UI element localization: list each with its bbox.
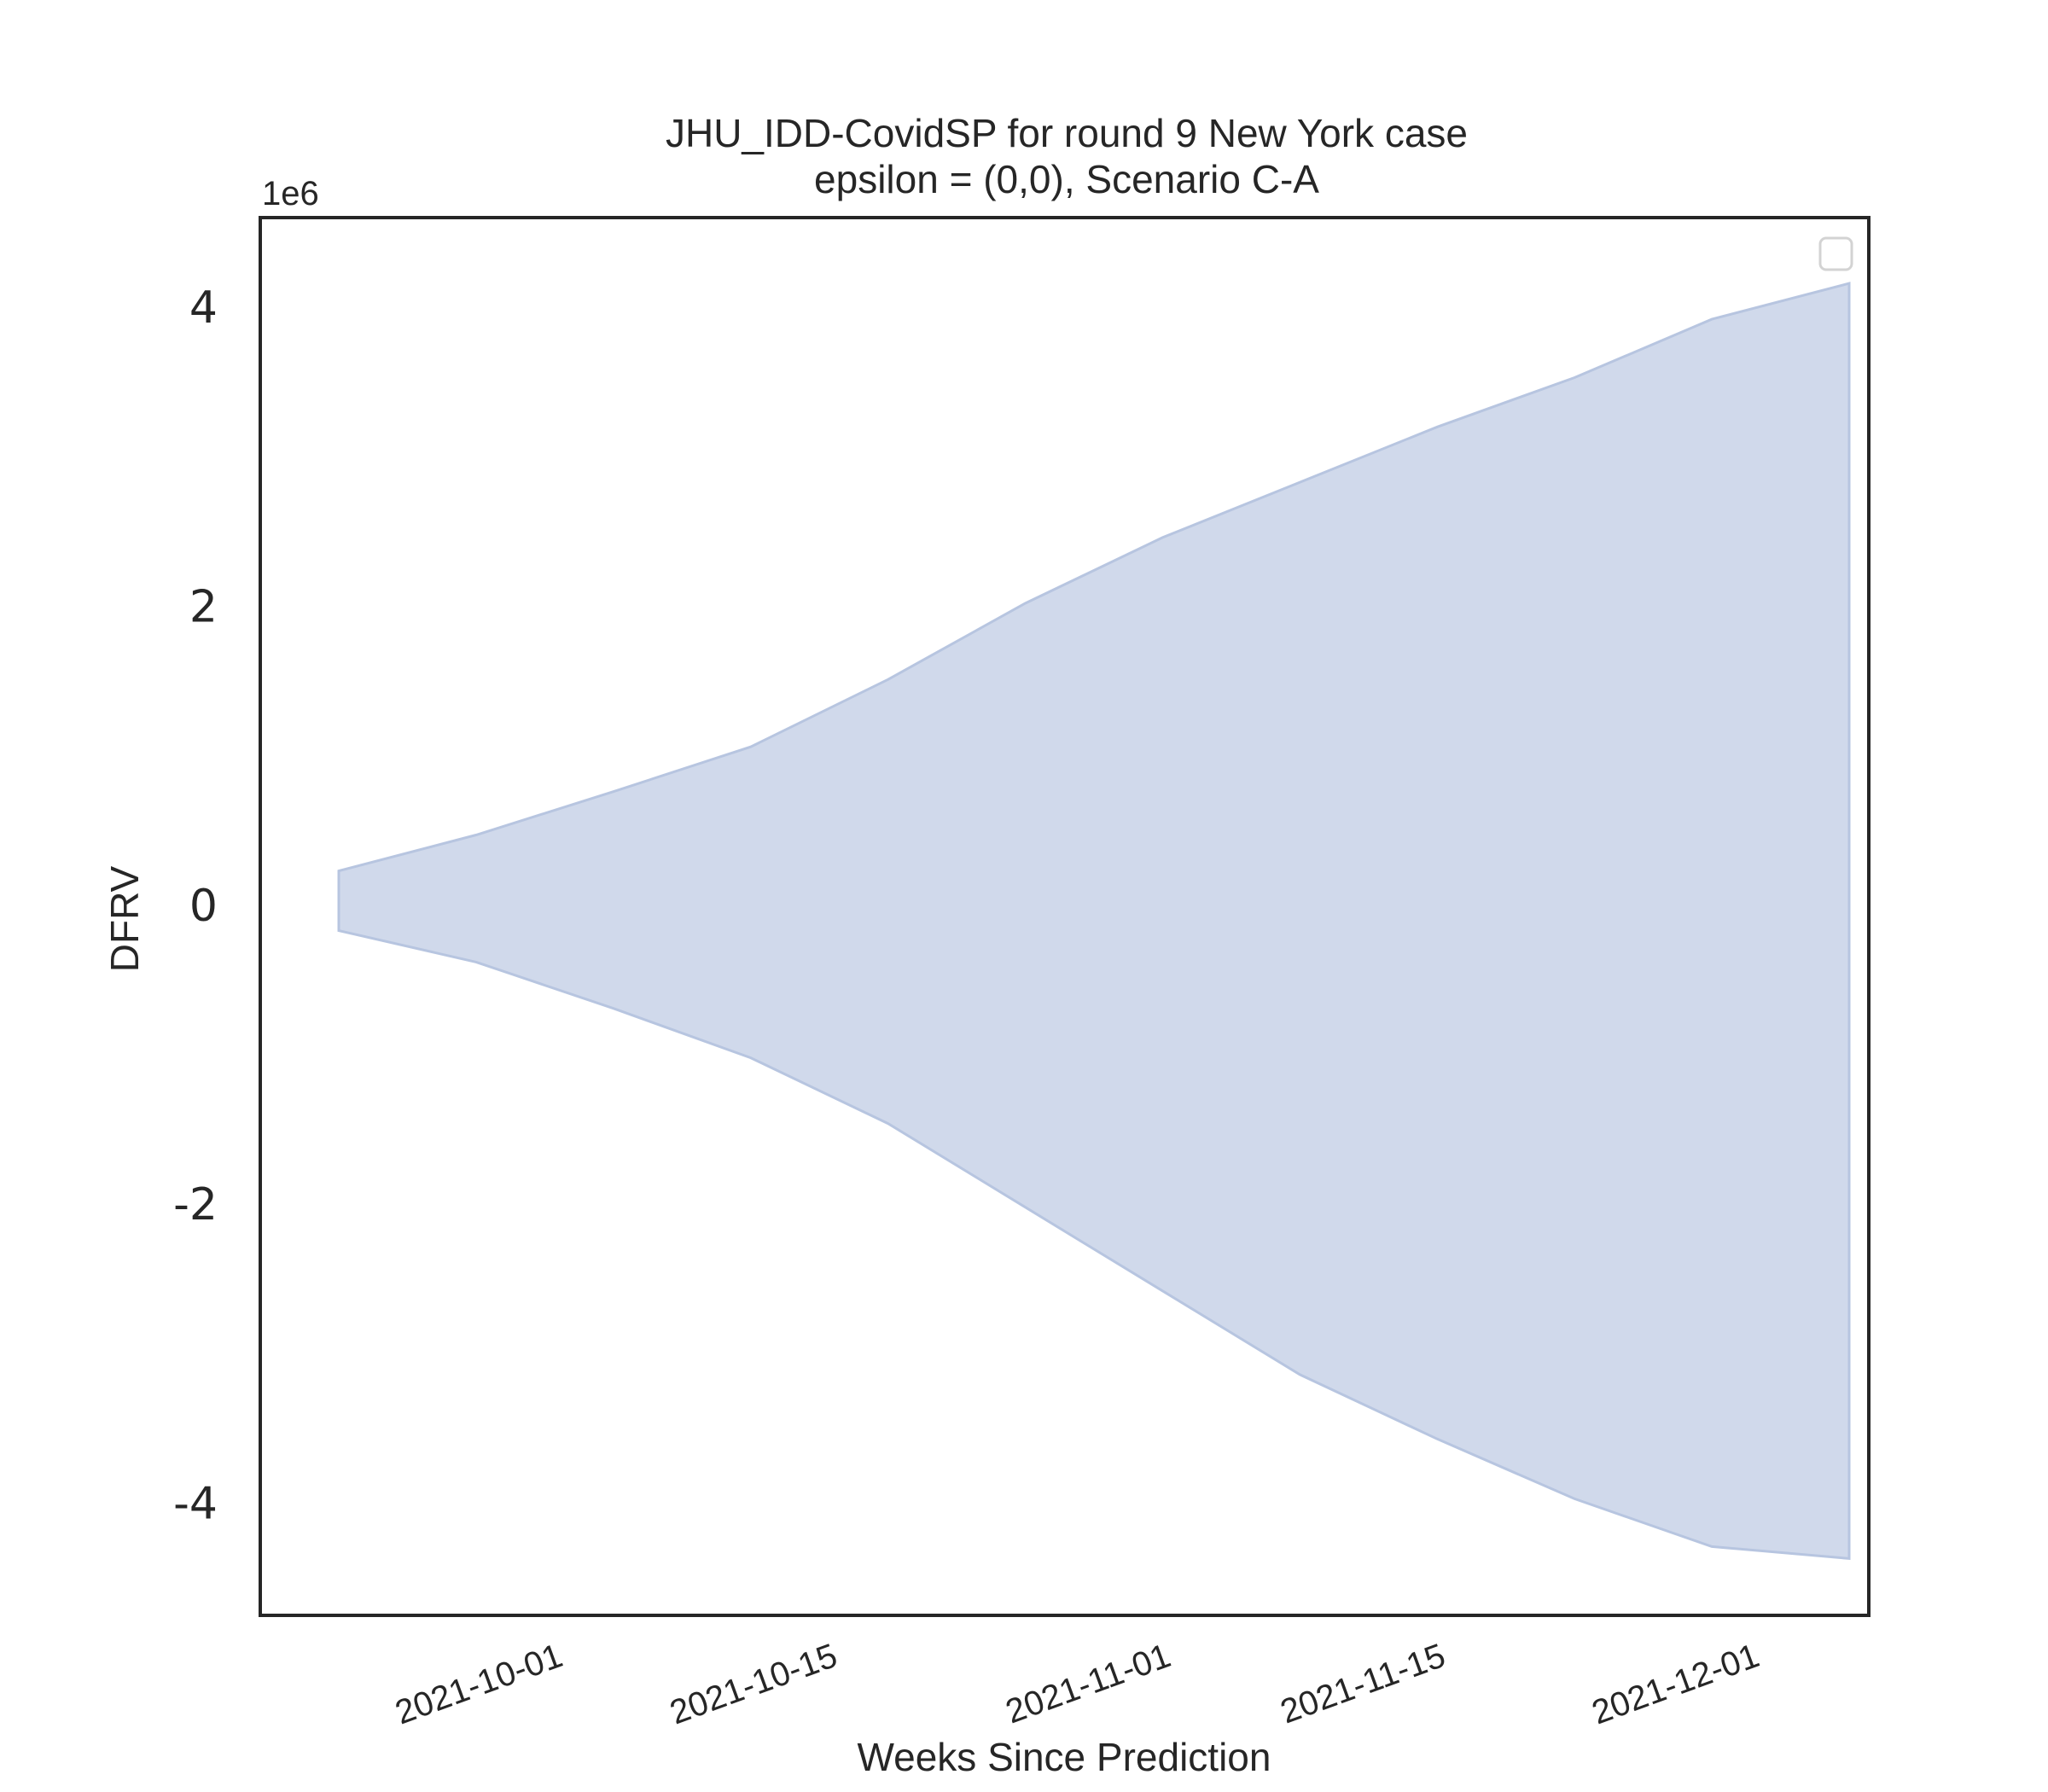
y-tick-label: -2	[173, 1179, 218, 1231]
y-tick-label: 0	[189, 881, 218, 932]
chart-subtitle: epsilon = (0,0), Scenario C-A	[814, 157, 1319, 201]
x-tick-label: 2021-12-01	[1587, 1637, 1764, 1731]
x-axis-label: Weeks Since Prediction	[858, 1735, 1271, 1779]
confidence-band	[337, 282, 1851, 1561]
y-axis-label: DFRV	[102, 865, 147, 972]
x-tick-label: 2021-11-15	[1276, 1637, 1451, 1731]
x-tick-label: 2021-10-15	[665, 1637, 841, 1731]
legend-box	[1818, 236, 1853, 271]
band-layer	[337, 282, 1851, 1561]
y-tick-label: 4	[189, 282, 218, 334]
y-axis-ticks: 4 2 0 -2 -4	[173, 282, 218, 1530]
x-tick-label: 2021-10-01	[391, 1637, 567, 1731]
y-tick-label: -4	[173, 1479, 218, 1530]
x-tick-label: 2021-11-01	[1001, 1637, 1176, 1731]
y-tick-label: 2	[189, 582, 218, 633]
plot-frame	[259, 216, 1871, 1617]
x-axis-ticks: 2021-10-01 2021-10-15 2021-11-01 2021-11-15…	[391, 1637, 1765, 1731]
chart-title: JHU_IDD-CovidSP for round 9 New York cas…	[666, 111, 1468, 155]
y-offset-label: 1e6	[262, 175, 319, 212]
legend-handle	[1818, 236, 1853, 271]
